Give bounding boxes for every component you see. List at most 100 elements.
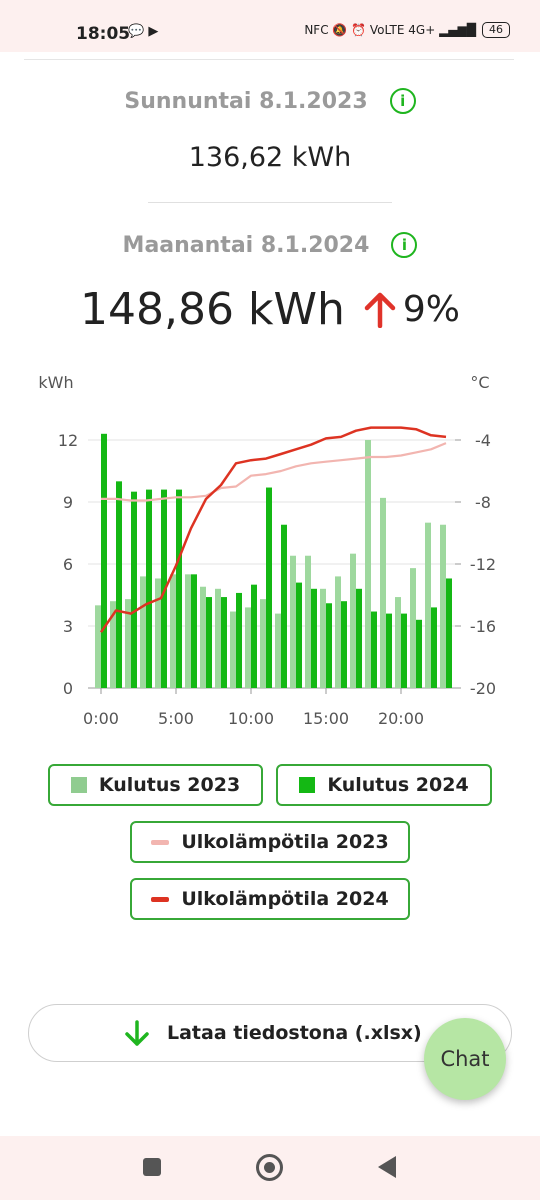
bar-kulutus-2023 <box>335 576 341 688</box>
current-date-row: Maanantai 8.1.2024 i <box>0 232 540 258</box>
legend-ulkolampotila-2024[interactable]: Ulkolämpötila 2024 <box>130 878 410 920</box>
bar-kulutus-2023 <box>245 607 251 688</box>
bar-kulutus-2024 <box>101 433 107 688</box>
bar-kulutus-2023 <box>95 605 101 688</box>
bar-kulutus-2024 <box>116 481 122 688</box>
bar-kulutus-2023 <box>155 578 161 688</box>
current-date: Maanantai 8.1.2024 <box>122 232 370 258</box>
bar-kulutus-2023 <box>365 440 371 688</box>
bar-kulutus-2023 <box>305 555 311 688</box>
legend-label: Kulutus 2024 <box>327 774 469 796</box>
legend-swatch-icon <box>70 777 87 793</box>
bar-kulutus-2023 <box>200 586 206 688</box>
line-ulkolampotila-2024 <box>99 426 447 633</box>
home-icon[interactable] <box>256 1154 283 1181</box>
previous-date: Sunnuntai 8.1.2023 <box>124 88 368 114</box>
bar-kulutus-2024 <box>356 588 362 688</box>
legend-kulutus-2023[interactable]: Kulutus 2023 <box>48 764 263 806</box>
legend-line-icon <box>151 839 170 845</box>
x-tick-label: 5:00 <box>158 709 194 728</box>
bar-kulutus-2023 <box>110 601 116 688</box>
bar-kulutus-2023 <box>275 613 281 688</box>
current-consumption-row: 148,86 kWh 9% <box>0 284 540 335</box>
bar-kulutus-2024 <box>146 489 152 688</box>
y2-tick-label: -8 <box>475 493 491 512</box>
navigation-bar <box>0 1136 540 1200</box>
x-tick-label: 20:00 <box>378 709 424 728</box>
bar-kulutus-2024 <box>296 582 302 688</box>
legend-label: Kulutus 2023 <box>98 774 241 796</box>
legend-kulutus-2024[interactable]: Kulutus 2024 <box>276 764 492 806</box>
bar-kulutus-2023 <box>410 568 416 688</box>
info-icon[interactable]: i <box>389 88 416 114</box>
bar-kulutus-2024 <box>401 613 407 688</box>
status-right-icons: NFC 🔕 ⏰ VoLTE 4G+ ▂▄▆█ 46 <box>304 22 510 38</box>
notification-icons: 💬 ▶ <box>128 24 159 39</box>
legend-label: Ulkolämpötila 2024 <box>181 888 389 910</box>
bar-kulutus-2024 <box>251 584 257 688</box>
y2-tick-label: -20 <box>470 679 496 698</box>
y2-axis-label: °C <box>470 373 489 392</box>
download-label: Lataa tiedostona (.xlsx) <box>167 1022 422 1044</box>
bar-kulutus-2023 <box>185 574 191 688</box>
bar-kulutus-2023 <box>320 588 326 688</box>
info-icon[interactable]: i <box>391 232 418 258</box>
status-time: 18:05 <box>76 24 131 44</box>
line-ulkolampotila-2023 <box>101 442 447 502</box>
bar-kulutus-2023 <box>380 497 386 688</box>
recents-icon[interactable] <box>143 1158 161 1176</box>
bar-kulutus-2024 <box>266 487 272 688</box>
x-tick-label: 15:00 <box>303 709 349 728</box>
arrow-down-icon <box>125 1020 149 1046</box>
bar-kulutus-2024 <box>431 607 437 688</box>
y-tick-label: 12 <box>58 431 78 450</box>
bar-kulutus-2023 <box>230 611 236 688</box>
bar-kulutus-2023 <box>125 599 131 688</box>
y2-tick-label: -12 <box>470 555 496 574</box>
bar-kulutus-2023 <box>215 588 221 688</box>
bar-kulutus-2024 <box>371 611 377 688</box>
bar-kulutus-2023 <box>170 574 176 688</box>
current-kwh: 148,86 kWh <box>80 284 345 335</box>
bar-kulutus-2024 <box>341 601 347 688</box>
bar-kulutus-2024 <box>236 592 242 688</box>
x-tick-label: 0:00 <box>83 709 119 728</box>
y-tick-label: 3 <box>63 617 73 636</box>
bar-kulutus-2023 <box>260 599 266 688</box>
bar-kulutus-2024 <box>221 597 227 688</box>
previous-date-row: Sunnuntai 8.1.2023 i <box>0 88 540 114</box>
legend-line-icon <box>151 896 170 902</box>
divider <box>148 202 392 203</box>
y2-tick-label: -16 <box>470 617 496 636</box>
chat-button[interactable]: Chat <box>424 1018 506 1100</box>
bar-kulutus-2024 <box>416 619 422 688</box>
consumption-chart: kWh °C 0 3 6 9 12 -20 -16 -12 -8 -4 0:00 5:00 10:00 15:… <box>38 373 496 728</box>
bar-kulutus-2024 <box>206 597 212 688</box>
bar-kulutus-2024 <box>191 574 197 688</box>
y-tick-label: 0 <box>63 679 73 698</box>
bar-kulutus-2023 <box>440 524 446 688</box>
legend-label: Ulkolämpötila 2023 <box>181 831 389 853</box>
legend-swatch-icon <box>299 777 316 793</box>
bar-kulutus-2024 <box>131 491 137 688</box>
bar-kulutus-2023 <box>395 597 401 688</box>
bar-kulutus-2024 <box>386 613 392 688</box>
bar-kulutus-2023 <box>350 553 356 688</box>
y-tick-label: 6 <box>63 555 73 574</box>
bar-kulutus-2024 <box>326 603 332 688</box>
status-bar: 18:05 💬 ▶ NFC 🔕 ⏰ VoLTE 4G+ ▂▄▆█ 46 <box>0 0 540 52</box>
bar-kulutus-2024 <box>281 524 287 688</box>
back-icon[interactable] <box>378 1156 396 1178</box>
battery-icon: 46 <box>482 22 510 38</box>
y-tick-label: 9 <box>63 493 73 512</box>
signal-icons: NFC 🔕 ⏰ VoLTE 4G+ ▂▄▆█ <box>304 23 476 37</box>
x-tick-label: 10:00 <box>228 709 274 728</box>
y-axis-label: kWh <box>38 373 73 392</box>
y2-tick-label: -4 <box>475 431 491 450</box>
bar-kulutus-2024 <box>176 489 182 688</box>
bar-kulutus-2024 <box>446 578 452 688</box>
bar-kulutus-2023 <box>290 555 296 688</box>
bar-kulutus-2024 <box>311 588 317 688</box>
legend-ulkolampotila-2023[interactable]: Ulkolämpötila 2023 <box>130 821 410 863</box>
arrow-up-icon <box>364 292 396 328</box>
